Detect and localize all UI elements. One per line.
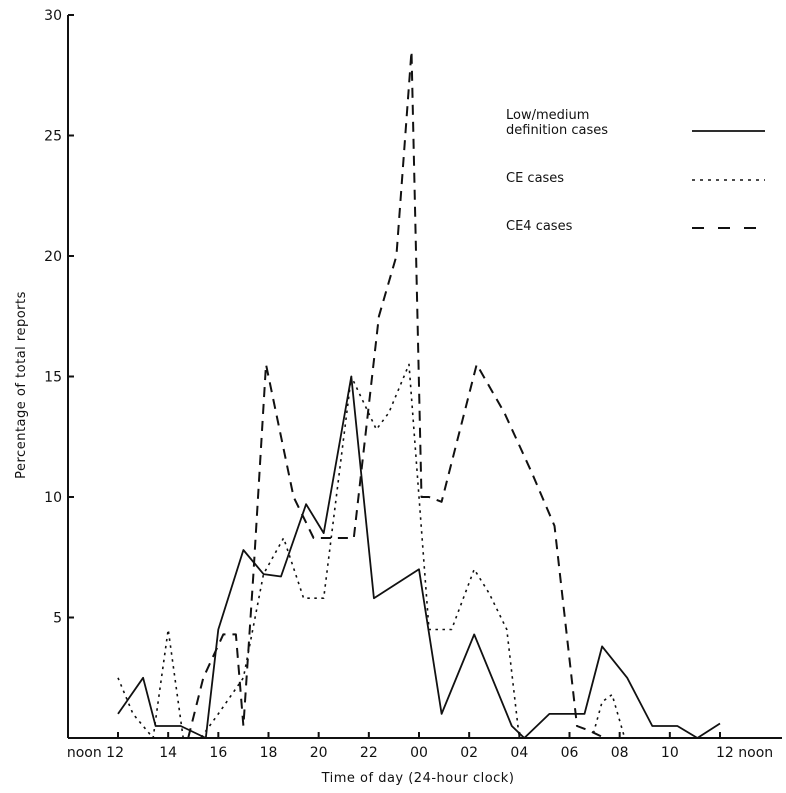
axes: 5 10 15 20 25 30 noon 12 14 16 18 20 22 00 02 04 06 08 10… (44, 8, 782, 761)
y-tick-label: 30 (44, 8, 62, 24)
x-tick-label: 20 (310, 745, 328, 761)
series-line-dotted (117, 363, 733, 739)
legend-label: Low/medium definition cases (506, 108, 608, 138)
legend-entry: CE cases (506, 171, 765, 186)
legend-label: CE cases (506, 171, 564, 186)
x-tick-label: 22 (360, 745, 378, 761)
series-line-dashed (187, 50, 620, 739)
legend-label: CE4 cases (506, 219, 573, 234)
y-tick-label: 15 (44, 370, 62, 386)
series-layer (117, 50, 733, 739)
y-axis-title: Percentage of total reports (14, 291, 29, 479)
x-tick-label: noon 12 (67, 745, 124, 761)
x-tick-label: 10 (661, 745, 679, 761)
y-tick-label: 5 (53, 611, 62, 627)
y-tick-label: 20 (44, 249, 62, 265)
x-tick-label: 12 noon (716, 745, 773, 761)
legend-entry: CE4 cases (506, 219, 765, 234)
series-line-solid (117, 375, 721, 739)
x-tick-label: 02 (460, 745, 478, 761)
x-tick-label: 08 (611, 745, 629, 761)
y-tick-label: 10 (44, 490, 62, 506)
x-tick-label: 00 (410, 745, 428, 761)
y-tick-label: 25 (44, 129, 62, 145)
x-tick-label: 14 (159, 745, 177, 761)
legend: Low/medium definition cases CE cases CE4 ca… (506, 108, 765, 234)
x-tick-label: 16 (209, 745, 227, 761)
x-tick-label: 04 (510, 745, 528, 761)
x-tick-label: 06 (561, 745, 579, 761)
x-tick-label: 18 (260, 745, 278, 761)
legend-entry: Low/medium definition cases (506, 108, 765, 138)
x-axis-title: Time of day (24-hour clock) (321, 771, 515, 786)
